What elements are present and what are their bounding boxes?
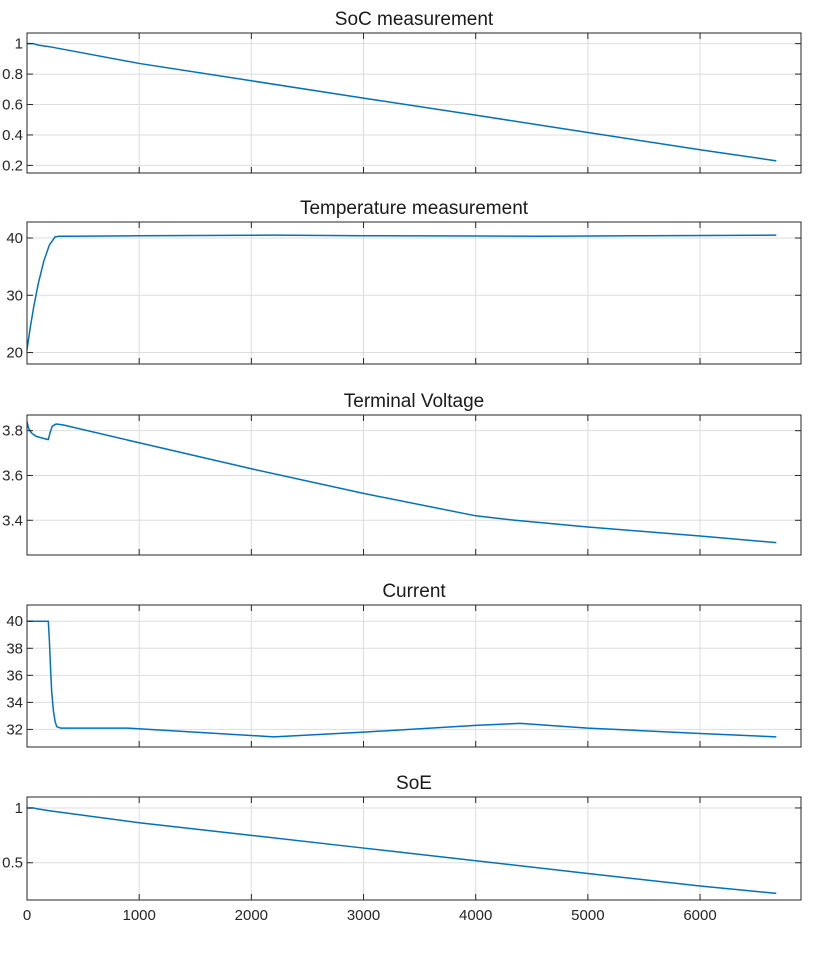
series-line	[26, 421, 777, 544]
series-line	[27, 620, 777, 738]
y-tick-label: 38	[6, 640, 23, 657]
x-tick-label: 4000	[459, 907, 492, 924]
axes-frame	[26, 32, 802, 174]
x-tick-label: 1000	[122, 907, 155, 924]
series-line	[27, 807, 777, 895]
subplot-title: Temperature measurement	[300, 198, 529, 219]
axes-frame	[26, 604, 802, 748]
y-tick-label: 20	[6, 345, 23, 362]
y-tick-label: 0.5	[2, 855, 23, 872]
y-tick-label: 1	[15, 36, 23, 53]
y-tick-label: 34	[6, 694, 23, 711]
x-tick-label: 6000	[683, 907, 716, 924]
series-line	[26, 234, 777, 350]
axes-border	[26, 604, 802, 748]
y-tick-label: 3.4	[2, 512, 23, 529]
y-tick-label: 1	[15, 800, 23, 817]
subplot-title: SoE	[396, 773, 432, 794]
series-line	[27, 42, 777, 162]
y-tick-label: 40	[6, 613, 23, 630]
y-tick-label: 40	[6, 230, 23, 247]
y-tick-label: 36	[6, 667, 23, 684]
subplot-3: 3.4 3.6 3.8 Terminal Voltage	[2, 391, 802, 556]
subplot-title: Current	[382, 581, 446, 602]
axes-border	[26, 796, 802, 901]
x-tick-label: 2000	[235, 907, 268, 924]
subplot-title: SoC measurement	[335, 9, 494, 30]
subplot-4: 32 34 36 38 40 Current	[6, 581, 802, 748]
y-tick-label: 0.6	[2, 97, 23, 114]
axes-frame	[26, 221, 802, 365]
subplot-2: 20 30 40 Temperature measurement	[6, 198, 802, 365]
y-tick-label: 30	[6, 287, 23, 304]
y-tick-label: 3.6	[2, 467, 23, 484]
y-tick-label: 0.4	[2, 127, 23, 144]
subplot-title: Terminal Voltage	[344, 391, 484, 412]
axes-border	[26, 221, 802, 365]
y-tick-label: 0.2	[2, 157, 23, 174]
x-tick-label: 5000	[571, 907, 604, 924]
y-tick-label: 3.8	[2, 423, 23, 440]
x-tick-label: 0	[23, 907, 31, 924]
subplot-5: 0 1000 2000 3000 4000 5000 6000 0.5 1 SoE	[2, 773, 802, 924]
y-tick-label: 32	[6, 721, 23, 738]
y-tick-label: 0.8	[2, 66, 23, 83]
axes-border	[26, 414, 802, 556]
axes-border	[26, 32, 802, 174]
subplot-1: 0.2 0.4 0.6 0.8 1 SoC measurement	[2, 9, 802, 174]
x-tick-label: 3000	[347, 907, 380, 924]
